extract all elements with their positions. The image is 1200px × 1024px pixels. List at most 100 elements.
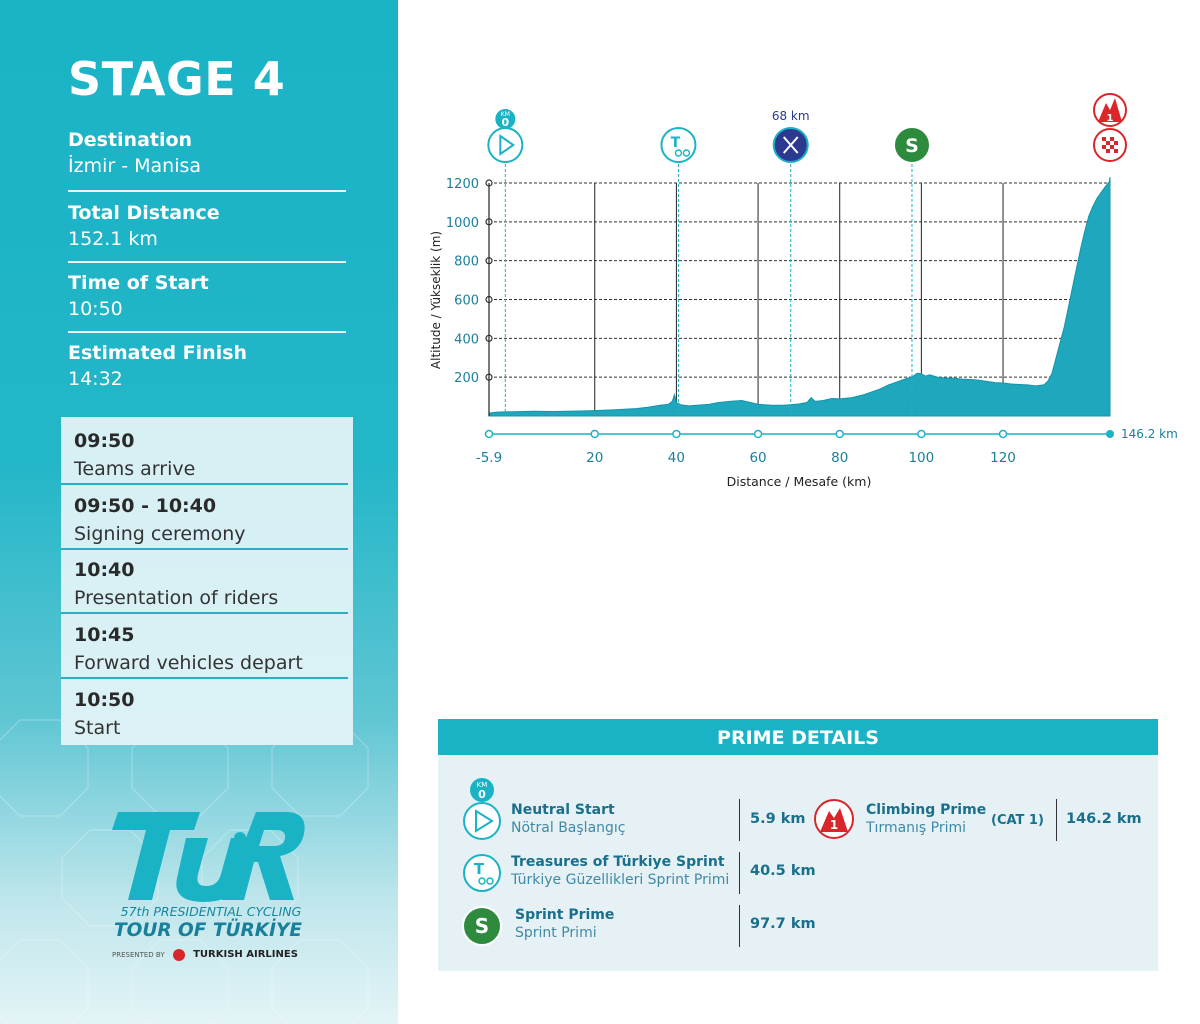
- info-value: İzmir - Manisa: [68, 155, 202, 177]
- stage-title: STAGE 4: [68, 52, 286, 106]
- info-label: Total Distance: [68, 202, 220, 224]
- neutral-start-km: 5.9 km: [750, 811, 806, 827]
- finish-flag-square: [1110, 137, 1114, 141]
- finish-flag-square: [1114, 141, 1118, 145]
- prime-details-panel: PRIME DETAILS KM 0 Neutral Start Nötral …: [438, 719, 1158, 971]
- stage-profile-chart: 1200 1000 800 600 400 200 -5.9 20 40 60 80 100 120 K…: [429, 93, 1178, 489]
- tour-logo: 57th PRESIDENTIAL CYCLING TOUR OF TÜRKİY…: [108, 808, 308, 968]
- treasures-sprint-sub: Türkiye Güzellikleri Sprint Primi: [511, 872, 730, 888]
- climbing-prime-cat: (CAT 1): [991, 813, 1044, 828]
- divider: [739, 905, 740, 947]
- climb-mountain: [1098, 98, 1122, 122]
- sprint-badge-label: S: [474, 914, 490, 938]
- neutral-start-icon: KM0: [487, 109, 524, 416]
- x-tick-label: 80: [831, 450, 848, 466]
- svg-text:T: T: [474, 860, 485, 878]
- feed-zone-icon: 68 km: [772, 109, 810, 416]
- climb-badge-label: 1: [829, 818, 839, 832]
- sprint-icon: S: [462, 906, 502, 946]
- finish-flag-square: [1114, 137, 1118, 141]
- neutral-start-name: Neutral Start: [511, 802, 615, 818]
- sprint-letter: S: [905, 135, 919, 157]
- schedule-divider: [61, 612, 348, 614]
- info-value: 152.1 km: [68, 228, 158, 250]
- finish-flag-square: [1102, 145, 1106, 149]
- tur-wordmark-icon: [112, 812, 305, 902]
- finish-flag-square: [1110, 145, 1114, 149]
- schedule-item: 10:40 Presentation of riders: [61, 550, 353, 614]
- info-value: 14:32: [68, 368, 123, 390]
- background-pattern: [0, 719, 369, 1024]
- schedule-item: 10:50 Start: [61, 680, 353, 744]
- finish-flag-square: [1114, 149, 1118, 153]
- schedule-divider: [61, 548, 348, 550]
- x-tick-marker: [835, 429, 844, 439]
- y-tick-label: 800: [454, 255, 479, 270]
- info-destination: Destination İzmir - Manisa: [68, 128, 346, 192]
- climb-cat1-icon: 1: [1093, 93, 1127, 162]
- schedule-item: 10:45 Forward vehicles depart: [61, 615, 353, 679]
- prime-details-title: PRIME DETAILS: [438, 719, 1158, 755]
- neutral-start-icon: KM 0: [462, 777, 502, 843]
- finish-flag-square: [1106, 145, 1110, 149]
- sprint-circle: [892, 126, 931, 164]
- treasures-sprint-km: 40.5 km: [750, 863, 816, 879]
- logo-edition: 57th PRESIDENTIAL CYCLING: [120, 904, 302, 919]
- schedule-time: 10:50: [74, 689, 135, 711]
- finish-flag-square: [1110, 149, 1114, 153]
- svg-text:KM: KM: [477, 781, 488, 789]
- info-label: Estimated Finish: [68, 342, 248, 364]
- finish-flag-square: [1110, 141, 1114, 145]
- feed-knife: [782, 136, 799, 154]
- logo-presented: PRESENTED BY TURKISH AIRLINES: [112, 949, 312, 961]
- schedule-divider: [61, 483, 348, 485]
- sprint-prime-km: 97.7 km: [750, 916, 816, 932]
- treasures-wheel: [674, 149, 683, 157]
- finish-flag-square: [1102, 149, 1106, 153]
- treasures-wheel: [682, 149, 691, 157]
- treasures-sprint-name: Treasures of Türkiye Sprint: [511, 854, 725, 870]
- y-axis-label: Altitude / Yükseklik (m): [429, 231, 443, 369]
- sprint-prime-text: Sprint Prime Sprint Primi: [515, 907, 614, 941]
- divider: [739, 799, 740, 841]
- schedule-panel: 09:50 Teams arrive 09:50 - 10:40 Signing…: [61, 417, 353, 745]
- neutral-start-text: Neutral Start Nötral Başlangıç: [511, 802, 626, 836]
- y-tick-label: 600: [454, 294, 479, 309]
- sponsor-name: TURKISH AIRLINES: [193, 949, 298, 960]
- info-value: 10:50: [68, 298, 123, 320]
- airline-logo-icon: [172, 949, 185, 961]
- schedule-desc: Forward vehicles depart: [74, 652, 303, 674]
- sprint-prime-sub: Sprint Primi: [515, 925, 597, 941]
- schedule-divider: [61, 677, 348, 679]
- schedule-time: 10:40: [74, 559, 135, 581]
- sidebar: STAGE 4 Destination İzmir - Manisa Total…: [0, 0, 398, 1024]
- x-tick-marker: [917, 429, 926, 439]
- info-label: Time of Start: [68, 272, 209, 294]
- finish-flag-square: [1106, 141, 1110, 145]
- presented-by-text: PRESENTED BY: [112, 951, 165, 959]
- treasures-circle: [660, 127, 697, 163]
- schedule-time: 09:50 - 10:40: [74, 495, 217, 517]
- y-tick-label: 1200: [446, 177, 479, 192]
- svg-text:0: 0: [478, 788, 486, 801]
- start-play-circle: [487, 127, 524, 163]
- y-tick-label: 200: [454, 371, 479, 386]
- climb-cat1-icon: 1: [814, 799, 854, 839]
- info-time-of-start: Time of Start 10:50: [68, 271, 346, 333]
- y-tick-label: 1000: [446, 216, 479, 231]
- x-axis-label: Distance / Mesafe (km): [727, 474, 872, 489]
- schedule-desc: Start: [74, 717, 121, 739]
- x-tick-marker: [753, 429, 763, 439]
- schedule-desc: Signing ceremony: [74, 523, 246, 545]
- climbing-prime-km: 146.2 km: [1066, 811, 1142, 827]
- x-tick-label: 120: [990, 450, 1016, 466]
- divider: [739, 852, 740, 894]
- x-tick-label: 20: [586, 450, 603, 466]
- finish-flag-square: [1106, 149, 1110, 153]
- schedule-time: 10:45: [74, 624, 135, 646]
- climbing-prime-text: Climbing Prime Tırmanış Primi: [866, 802, 986, 836]
- treasures-sprint-text: Treasures of Türkiye Sprint Türkiye Güze…: [511, 854, 729, 888]
- finish-flag-square: [1102, 141, 1106, 145]
- schedule-desc: Presentation of riders: [74, 587, 279, 609]
- feed-zone-label: 68 km: [772, 109, 810, 123]
